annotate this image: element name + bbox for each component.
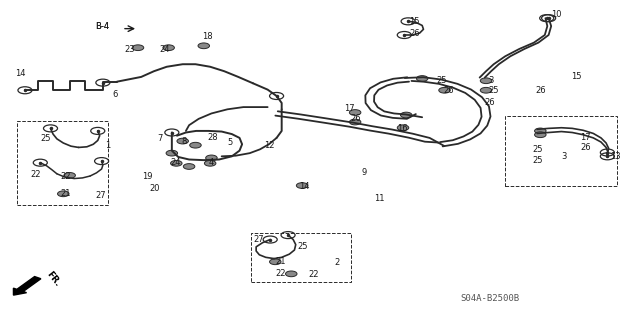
Text: 10: 10 xyxy=(551,10,562,19)
Text: 2: 2 xyxy=(334,258,339,267)
Text: 1: 1 xyxy=(105,141,110,150)
Text: FR.: FR. xyxy=(44,269,61,288)
Text: 25: 25 xyxy=(436,76,447,85)
Text: 26: 26 xyxy=(410,29,420,38)
Circle shape xyxy=(205,155,217,161)
Text: 22: 22 xyxy=(308,270,319,279)
Circle shape xyxy=(132,45,144,50)
Text: 17: 17 xyxy=(580,133,591,142)
Text: 17: 17 xyxy=(344,104,355,113)
Circle shape xyxy=(58,191,69,197)
Text: 12: 12 xyxy=(264,141,275,150)
Text: 20: 20 xyxy=(150,184,160,193)
Text: 24: 24 xyxy=(159,45,170,55)
Text: 11: 11 xyxy=(374,194,385,203)
Text: 16: 16 xyxy=(397,124,408,133)
Text: 18: 18 xyxy=(202,32,212,41)
Circle shape xyxy=(189,142,201,148)
Text: S04A-B2500B: S04A-B2500B xyxy=(461,294,520,303)
Text: 24: 24 xyxy=(170,158,180,167)
Text: 22: 22 xyxy=(275,269,286,278)
Text: 26: 26 xyxy=(535,86,546,95)
Text: 14: 14 xyxy=(15,69,25,78)
Text: 9: 9 xyxy=(362,168,367,177)
Text: B-4: B-4 xyxy=(95,22,109,31)
Circle shape xyxy=(171,160,182,166)
Circle shape xyxy=(417,76,428,81)
Circle shape xyxy=(296,183,308,189)
Text: 26: 26 xyxy=(444,86,454,95)
Text: 15: 15 xyxy=(410,17,420,26)
Circle shape xyxy=(439,87,451,93)
Text: 28: 28 xyxy=(207,133,218,142)
Bar xyxy=(505,116,617,186)
Text: 19: 19 xyxy=(143,172,153,181)
Text: 3: 3 xyxy=(561,152,567,161)
Circle shape xyxy=(198,43,209,49)
Text: 14: 14 xyxy=(299,182,309,191)
Text: 25: 25 xyxy=(488,86,499,95)
Text: 27: 27 xyxy=(95,190,106,200)
Circle shape xyxy=(177,138,188,144)
Text: 25: 25 xyxy=(532,145,543,154)
Text: 5: 5 xyxy=(227,137,233,146)
Circle shape xyxy=(285,271,297,277)
Circle shape xyxy=(163,45,174,50)
Text: 26: 26 xyxy=(580,143,591,152)
Circle shape xyxy=(480,78,492,84)
Text: 3: 3 xyxy=(488,76,493,85)
Circle shape xyxy=(204,160,216,166)
Text: 8: 8 xyxy=(181,137,187,145)
Circle shape xyxy=(349,110,361,115)
Text: 6: 6 xyxy=(113,90,118,99)
Circle shape xyxy=(534,132,546,137)
Circle shape xyxy=(64,173,76,178)
Circle shape xyxy=(166,150,177,156)
Circle shape xyxy=(480,87,492,93)
Text: 7: 7 xyxy=(157,134,163,143)
Text: 25: 25 xyxy=(532,156,543,165)
Circle shape xyxy=(534,128,546,134)
Text: B-4: B-4 xyxy=(95,22,109,31)
Circle shape xyxy=(397,125,409,130)
Text: 22: 22 xyxy=(60,172,70,181)
Text: 21: 21 xyxy=(60,189,70,198)
Circle shape xyxy=(269,259,281,265)
Circle shape xyxy=(349,119,361,125)
Bar xyxy=(251,233,351,282)
Text: 26: 26 xyxy=(351,114,361,123)
Text: 23: 23 xyxy=(124,45,134,55)
Circle shape xyxy=(183,164,195,169)
Text: 25: 25 xyxy=(40,134,51,143)
Text: 15: 15 xyxy=(571,72,582,81)
Text: 4: 4 xyxy=(208,158,214,167)
Text: 27: 27 xyxy=(253,235,264,244)
Text: 22: 22 xyxy=(30,170,40,179)
Text: 13: 13 xyxy=(611,152,621,161)
Text: 25: 25 xyxy=(297,242,307,251)
Text: 26: 26 xyxy=(484,99,495,108)
FancyArrow shape xyxy=(13,277,41,295)
Bar xyxy=(17,122,108,204)
Circle shape xyxy=(401,112,412,118)
Text: 21: 21 xyxy=(275,257,286,266)
